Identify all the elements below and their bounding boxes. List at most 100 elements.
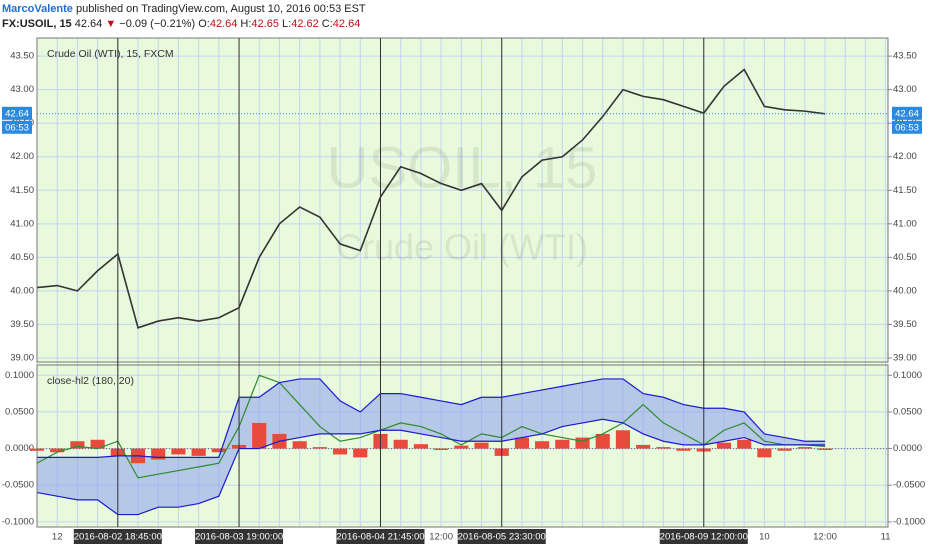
price-line xyxy=(36,68,826,329)
histogram-bar xyxy=(575,437,590,449)
histogram-bar xyxy=(474,442,489,449)
time-label-bg xyxy=(659,529,748,544)
header-line: MarcoValente published on TradingView.co… xyxy=(2,2,366,17)
change: −0.09 (−0.21%) xyxy=(119,18,196,30)
histogram-bar xyxy=(555,439,570,449)
y-tick-label: -0.0500 xyxy=(893,480,925,491)
price-tag-label: 42.64 xyxy=(5,108,29,119)
histogram-bar xyxy=(353,448,368,458)
histogram-bar xyxy=(70,441,85,449)
histogram-bar xyxy=(737,439,752,449)
y-tick-label: 43.50 xyxy=(10,51,34,62)
countdown: 06:53 xyxy=(5,122,29,133)
histogram-bar xyxy=(636,444,651,449)
histogram-bar xyxy=(797,447,812,449)
histogram-bar xyxy=(413,444,428,449)
countdown-tag xyxy=(892,120,922,134)
y-tick-label: 0.0500 xyxy=(893,406,922,417)
histogram-bar xyxy=(312,447,327,449)
arrow: ▼ xyxy=(105,18,117,30)
histogram-bar xyxy=(676,448,691,451)
pane-title: close-hl2 (180, 20) xyxy=(47,375,134,387)
price-tag xyxy=(2,106,32,120)
histogram-bar xyxy=(434,448,449,451)
y-tick-label: 41.00 xyxy=(893,218,917,229)
histogram-bar xyxy=(393,439,408,449)
histogram-bar xyxy=(90,439,105,449)
y-tick-label: -0.0500 xyxy=(2,480,34,491)
x-tick-label: 2016-08-09 12:00:00 xyxy=(660,532,748,543)
histogram-bar xyxy=(757,448,772,458)
y-tick-label: 43.00 xyxy=(893,84,917,95)
histogram-bar xyxy=(191,448,206,456)
y-tick-label: 42.00 xyxy=(893,151,917,162)
band-lower xyxy=(36,418,825,516)
header: MarcoValente published on TradingView.co… xyxy=(2,2,366,32)
x-tick-label: 2016-08-05 23:30:00 xyxy=(458,532,546,543)
y-tick-label: 39.00 xyxy=(10,352,34,363)
y-tick-label: 39.50 xyxy=(10,319,34,330)
x-tick-label: 12:00 xyxy=(813,532,837,543)
y-tick-label: -0.1000 xyxy=(2,516,34,527)
pane-border xyxy=(36,37,889,363)
last: 42.64 xyxy=(74,18,103,30)
histogram-bar xyxy=(777,448,792,451)
y-tick-label: 43.50 xyxy=(893,51,917,62)
pane-border xyxy=(36,364,889,528)
time-label-bg xyxy=(336,529,425,544)
histogram-bar xyxy=(716,442,732,449)
y-tick-label: 40.00 xyxy=(893,285,917,296)
x-tick-label: 10 xyxy=(759,532,770,543)
y-tick-label: 40.50 xyxy=(893,252,917,263)
histogram-bar xyxy=(817,448,833,451)
watermark-sub: Crude Oil (WTI) xyxy=(336,227,588,268)
line xyxy=(36,374,826,479)
y-tick-label: 0.1000 xyxy=(893,370,922,381)
time-label-bg xyxy=(195,529,284,544)
time-label-bg xyxy=(73,529,162,544)
ohlc: 42.64 xyxy=(209,18,238,30)
ohlc: 42.62 xyxy=(291,18,319,30)
price-tag xyxy=(892,106,922,120)
histogram-bar xyxy=(454,445,469,449)
countdown: 06:53 xyxy=(895,122,919,133)
y-tick-label: 43.00 xyxy=(10,84,34,95)
y-tick-label: 39.00 xyxy=(893,352,917,363)
price-tag-label: 42.64 xyxy=(895,108,919,119)
y-tick-label: 0.0000 xyxy=(893,443,922,454)
x-tick-label: 2016-08-03 19:00:00 xyxy=(195,532,283,543)
pane-title: Crude Oil (WTI), 15, FXCM xyxy=(47,48,174,60)
x-tick-label: 2016-08-02 18:45:00 xyxy=(74,532,162,543)
histogram-bar xyxy=(615,430,631,449)
y-tick-label: 39.50 xyxy=(893,319,917,330)
x-tick-label: 12 xyxy=(52,532,63,543)
y-tick-label: 41.00 xyxy=(10,218,34,229)
y-tick-label: 0.0500 xyxy=(5,406,34,417)
y-tick-label: 40.00 xyxy=(10,285,34,296)
y-tick-label: 42.00 xyxy=(10,151,34,162)
symbol: FX:USOIL, 15 xyxy=(2,18,72,30)
histogram-bar xyxy=(211,448,226,453)
countdown-tag xyxy=(2,120,32,134)
histogram-bar xyxy=(151,448,166,460)
x-tick-label: 12:00 xyxy=(429,532,453,543)
histogram-bar xyxy=(595,433,610,449)
author[interactable]: MarcoValente xyxy=(2,3,73,15)
time-label-bg xyxy=(457,529,546,544)
histogram-bar xyxy=(514,437,529,449)
histogram-bar xyxy=(292,441,307,449)
histogram-bar xyxy=(535,441,550,449)
ohlc-label: C: xyxy=(321,18,333,30)
header-line: FX:USOIL, 15 42.64 ▼ −0.09 (−0.21%) O:42… xyxy=(2,17,366,32)
published: published on TradingView.com, August 10,… xyxy=(75,3,366,15)
histogram-bar xyxy=(171,448,186,455)
y-tick-label: 0.0000 xyxy=(5,443,34,454)
band-upper xyxy=(37,378,825,458)
x-tick-label: 2016-08-04 21:45:00 xyxy=(336,532,424,543)
y-tick-label: -0.1000 xyxy=(893,516,925,527)
y-tick-label: 40.50 xyxy=(10,252,34,263)
histogram-bar xyxy=(656,447,671,449)
y-tick-label: 0.1000 xyxy=(5,370,34,381)
